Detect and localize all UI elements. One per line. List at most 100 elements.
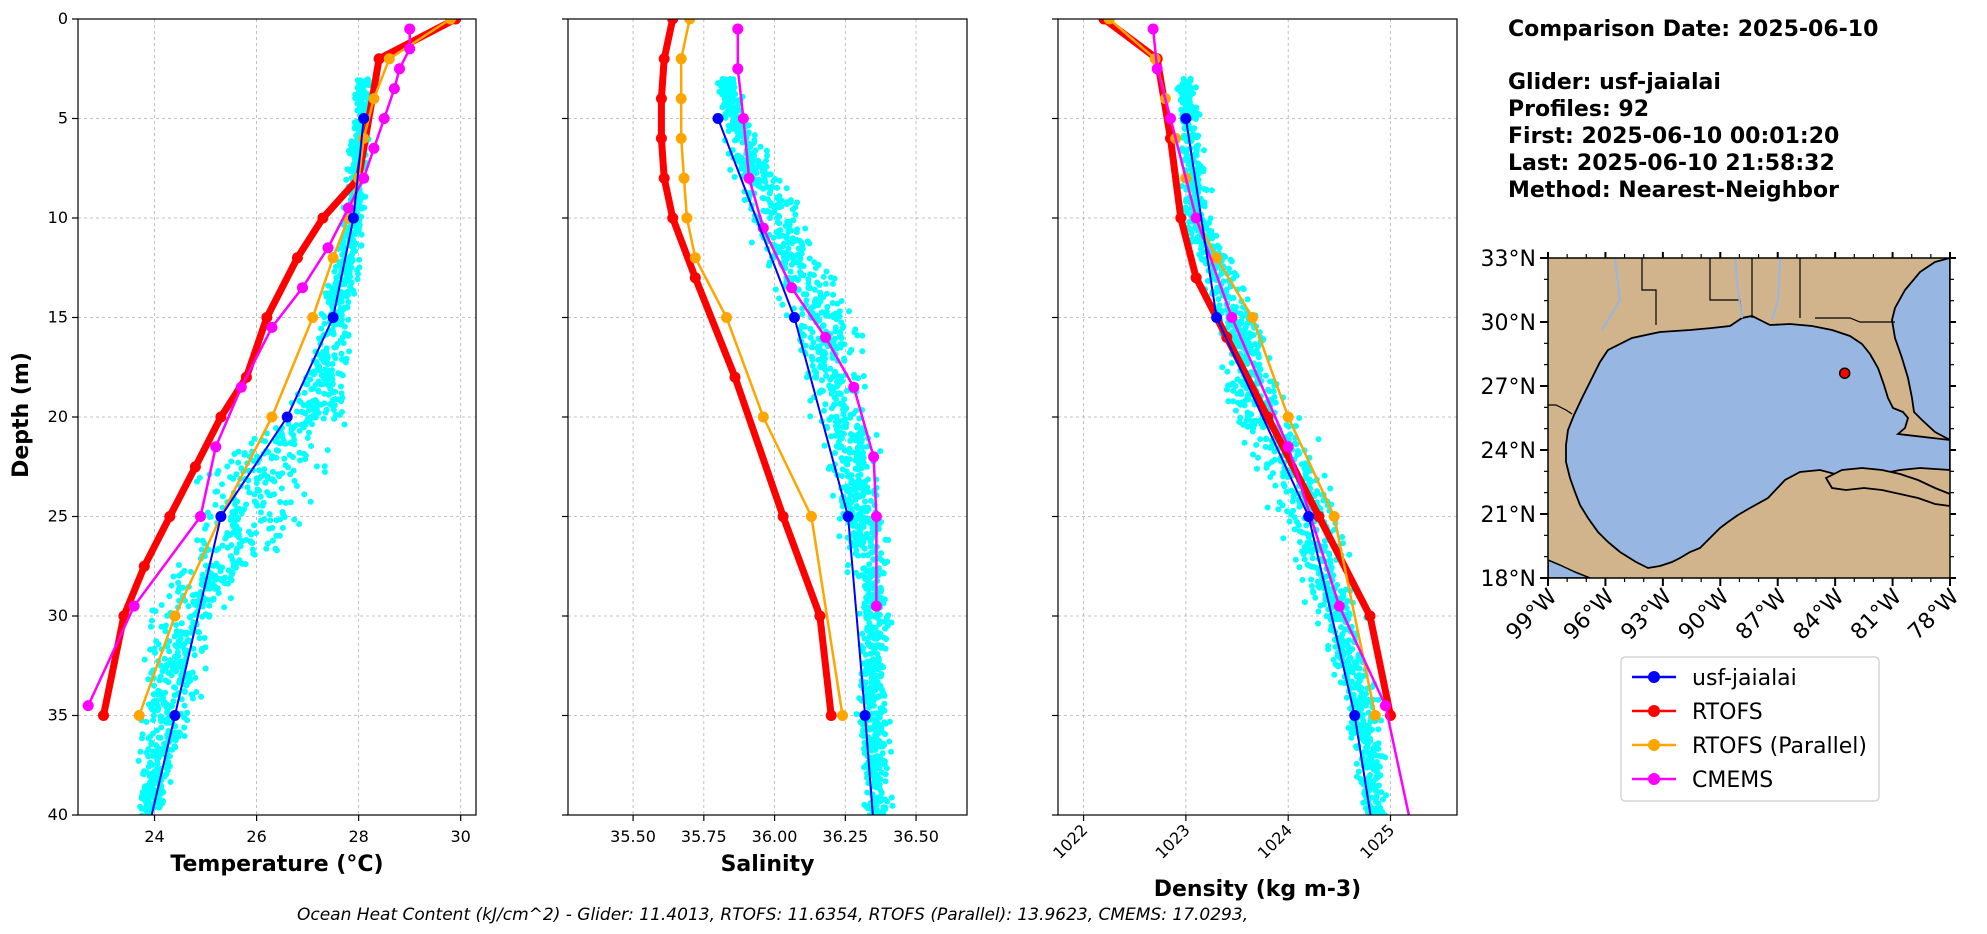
depth-axis-title: Depth (m) xyxy=(9,352,34,478)
observation-point xyxy=(145,746,152,753)
observation-point xyxy=(800,272,807,279)
observation-point xyxy=(738,165,745,172)
observation-point xyxy=(1244,296,1251,303)
cmems-point xyxy=(210,441,222,453)
observation-point xyxy=(183,631,190,638)
observation-point xyxy=(320,415,327,422)
cmems-point xyxy=(870,511,882,522)
observation-point xyxy=(870,716,877,723)
observation-point xyxy=(866,725,873,731)
observation-point xyxy=(767,171,774,178)
rtofs-parallel-point xyxy=(681,212,693,224)
x-tick-label: 36.25 xyxy=(822,827,868,846)
observation-point xyxy=(236,526,243,533)
observation-point xyxy=(797,263,804,270)
observation-point xyxy=(888,794,895,801)
observation-point xyxy=(155,734,162,741)
observation-point xyxy=(345,316,352,323)
observation-point xyxy=(308,386,315,393)
observation-point xyxy=(262,479,269,486)
cmems-point xyxy=(297,282,308,294)
observation-point xyxy=(861,583,868,589)
cmems-point xyxy=(1151,63,1163,75)
observation-point xyxy=(175,562,182,568)
observation-point xyxy=(806,255,813,262)
observation-point xyxy=(1375,696,1382,703)
observation-point xyxy=(809,362,816,369)
observation-point xyxy=(745,129,752,136)
legend-entry-rtofs: RTOFS xyxy=(1632,700,1763,725)
rtofs-point xyxy=(1190,272,1202,284)
x-ticks: 24 26 28 30 xyxy=(144,815,471,846)
observation-point xyxy=(814,279,821,286)
observation-point xyxy=(1294,448,1301,454)
observation-point xyxy=(344,304,351,311)
observation-point xyxy=(1262,443,1269,450)
observation-point xyxy=(817,289,824,296)
observation-point xyxy=(306,429,312,436)
observation-point xyxy=(761,176,768,182)
rtofs-point xyxy=(655,93,667,105)
observation-point xyxy=(874,679,881,685)
observation-point xyxy=(1223,386,1230,393)
observation-point xyxy=(855,573,862,580)
observation-point xyxy=(846,445,853,452)
observation-point xyxy=(807,397,814,404)
observation-point xyxy=(840,484,847,491)
observation-point xyxy=(1358,684,1365,691)
observation-point xyxy=(806,285,813,292)
observation-point xyxy=(261,516,268,523)
observation-point xyxy=(878,769,885,776)
observation-point xyxy=(1325,642,1332,649)
observation-point xyxy=(862,488,869,495)
observation-point xyxy=(163,709,170,716)
observation-point xyxy=(330,407,337,413)
y-tick-label: 20 xyxy=(48,407,68,426)
observation-point xyxy=(865,577,872,583)
observation-point xyxy=(236,541,243,547)
observation-point xyxy=(848,477,855,484)
observation-point xyxy=(168,582,175,589)
observation-point xyxy=(846,308,852,315)
observation-point xyxy=(870,763,877,770)
observation-point xyxy=(190,598,197,605)
observation-point xyxy=(266,525,273,532)
observation-point xyxy=(786,221,793,228)
x-tick-label: 26 xyxy=(246,827,266,846)
observation-point xyxy=(886,821,892,827)
observation-point xyxy=(1222,253,1229,260)
observation-point xyxy=(246,489,253,496)
observation-point xyxy=(315,387,322,394)
observation-point xyxy=(1191,238,1198,245)
cmems-point xyxy=(82,700,94,712)
observation-point xyxy=(776,220,783,227)
observation-point xyxy=(1353,760,1360,767)
observation-point xyxy=(857,719,864,725)
glider-point xyxy=(842,511,854,522)
observation-point xyxy=(825,465,832,472)
map-lon-label: 90°W xyxy=(1674,584,1735,645)
observation-point xyxy=(747,154,754,161)
observation-point xyxy=(869,624,876,631)
observation-point xyxy=(860,552,867,559)
observation-point xyxy=(301,491,308,498)
observation-point xyxy=(1348,729,1355,736)
observation-point xyxy=(1255,367,1262,374)
observation-point xyxy=(803,297,810,304)
glider-series xyxy=(712,113,874,815)
observation-point xyxy=(333,411,339,418)
observation-point xyxy=(354,77,361,84)
observation-point xyxy=(361,204,368,211)
observation-point xyxy=(837,344,844,351)
observation-point xyxy=(1348,734,1355,741)
observation-point xyxy=(1195,110,1202,117)
observation-point xyxy=(263,545,270,552)
observation-point xyxy=(178,620,185,627)
observation-point xyxy=(248,531,255,538)
rtofs-point xyxy=(1313,511,1325,522)
observation-point xyxy=(1180,91,1186,97)
observation-point xyxy=(863,463,870,470)
observation-point xyxy=(1256,418,1263,424)
observation-point xyxy=(348,144,355,151)
observation-point xyxy=(179,570,186,577)
